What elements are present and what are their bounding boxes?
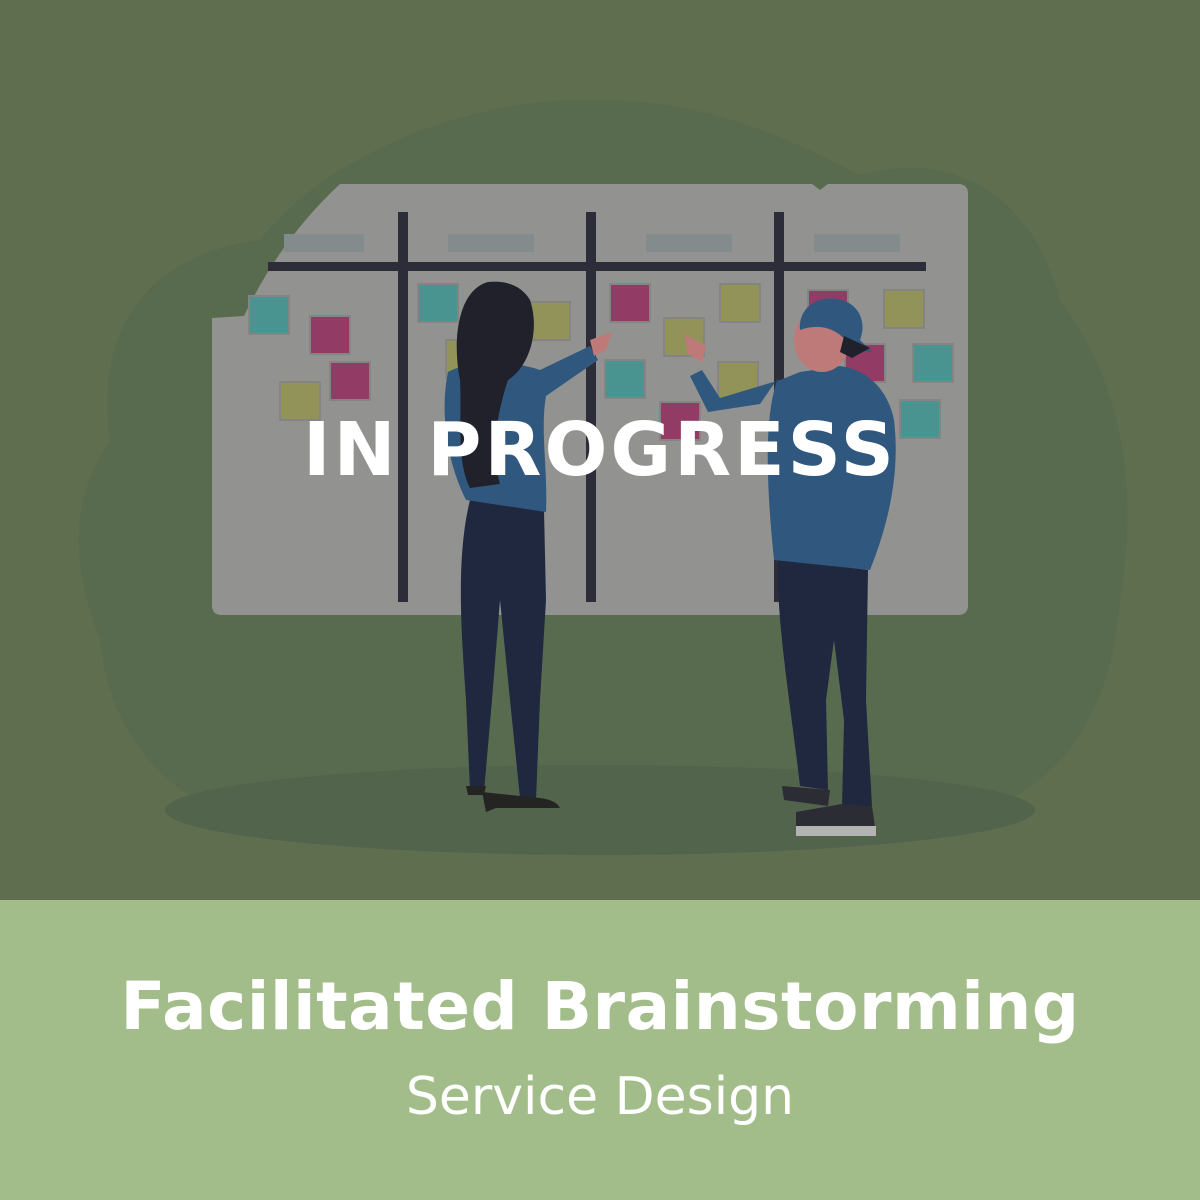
card-title[interactable]: Facilitated Brainstorming	[120, 968, 1080, 1045]
card-subtitle: Service Design	[405, 1067, 795, 1127]
kanban-board-illustration: IN PROGRESS	[0, 0, 1200, 900]
status-label: IN PROGRESS	[303, 407, 897, 493]
caption-panel	[0, 900, 1200, 1200]
